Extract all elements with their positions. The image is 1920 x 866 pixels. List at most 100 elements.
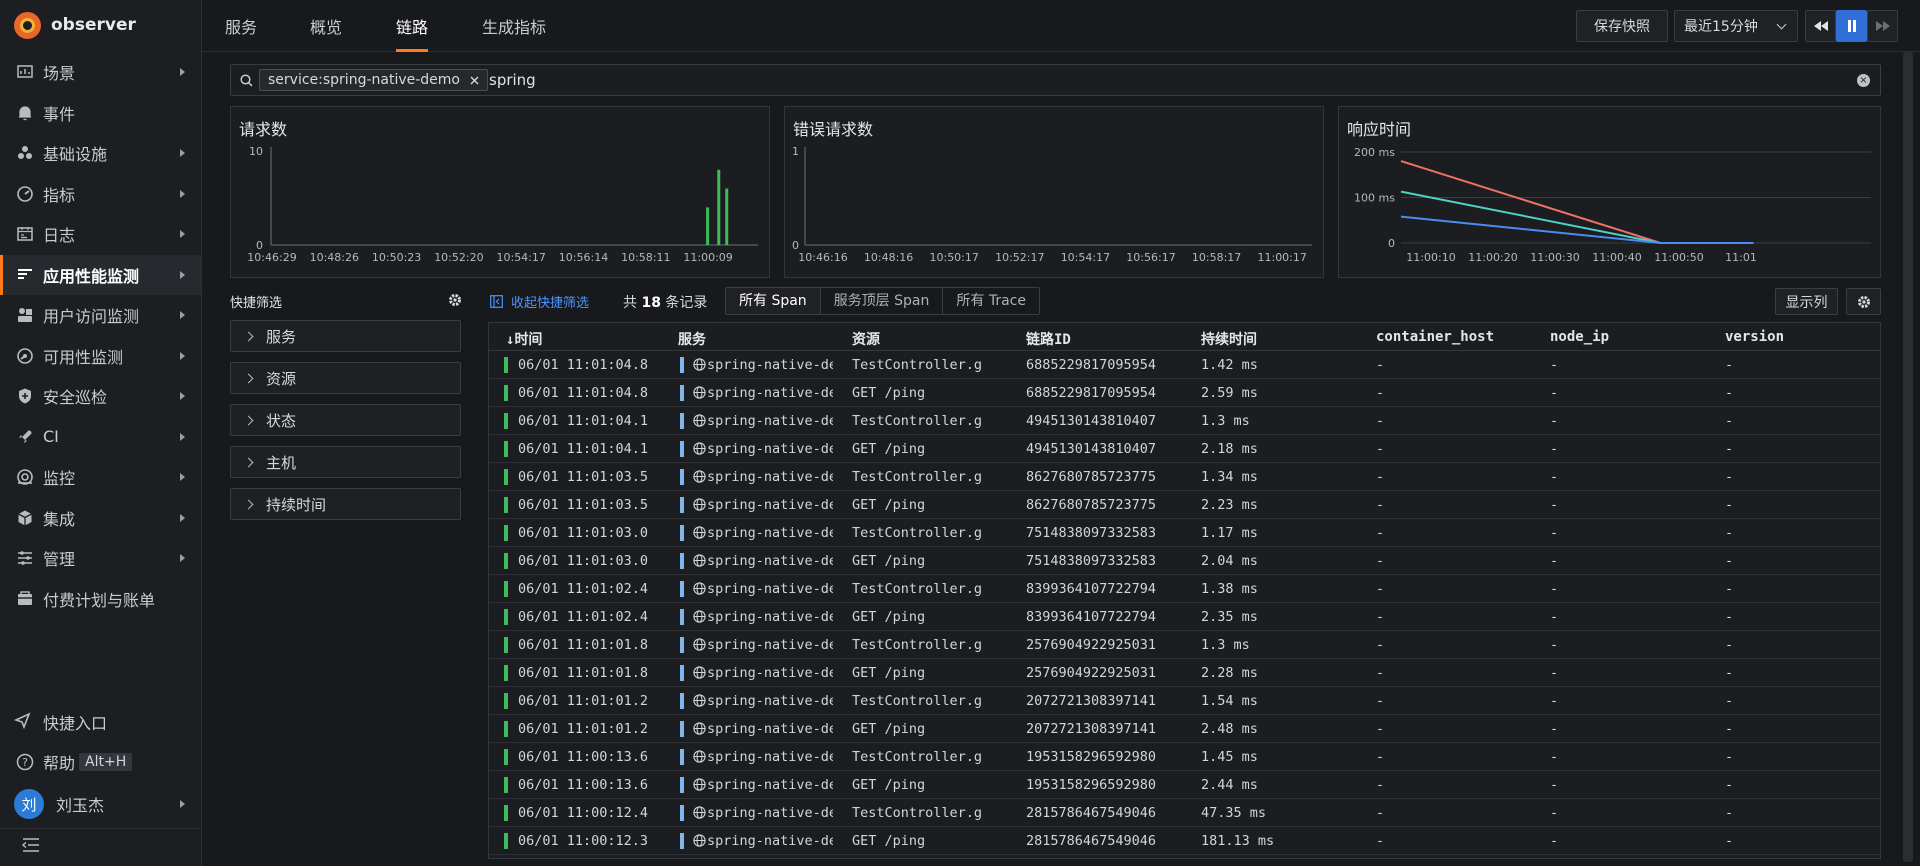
pause-button[interactable] — [1836, 10, 1867, 42]
sidebar-item-3[interactable]: 指标 — [0, 174, 201, 215]
collapse-quick-filter-link[interactable]: 收起快捷筛选 — [490, 292, 589, 311]
table-row[interactable]: 06/01 11:01:03.57 spring-native-de TestCon… — [489, 463, 1880, 491]
column-header-node-ip[interactable]: node_ip — [1550, 329, 1610, 345]
record-count-suffix: 条记录 — [665, 295, 708, 311]
save-snapshot-button[interactable]: 保存快照 — [1576, 10, 1668, 42]
sidebar-item-8[interactable]: 安全巡检 — [0, 376, 201, 417]
y-tick-label: 200 ms — [1354, 146, 1395, 159]
tab-generate-metrics[interactable]: 生成指标 — [482, 18, 547, 37]
quick-filter-item[interactable]: 状态 — [230, 404, 461, 436]
cell-service: spring-native-de — [707, 497, 833, 513]
column-header-time[interactable]: ↓时间 — [506, 329, 542, 349]
gear-icon[interactable] — [448, 293, 462, 307]
cell-container-host: - — [1376, 777, 1385, 793]
y-tick-label: 0 — [256, 239, 263, 252]
table-row[interactable]: 06/01 11:00:12.34 spring-native-de GET /pi… — [489, 827, 1880, 855]
sidebar-item-7[interactable]: 可用性监测 — [0, 336, 201, 377]
filter-chip[interactable]: service:spring-native-demo — [259, 69, 488, 91]
table-row[interactable]: 06/01 11:01:03.01 spring-native-de TestCon… — [489, 519, 1880, 547]
quick-filter-label: 主机 — [266, 453, 297, 472]
table-settings-button[interactable] — [1846, 288, 1881, 315]
cell-time: 06/01 11:00:13.67 — [518, 749, 648, 765]
rewind-button[interactable] — [1805, 10, 1836, 42]
table-row[interactable]: 06/01 11:01:04.87 spring-native-de GET /pi… — [489, 379, 1880, 407]
sidebar-item-9[interactable]: CI — [0, 417, 201, 458]
span-type-all-span[interactable]: 所有 Span — [726, 288, 821, 314]
table-row[interactable]: 06/01 11:00:13.67 spring-native-de TestCon… — [489, 743, 1880, 771]
x-tick-label: 10:56:14 — [559, 251, 608, 264]
sidebar-item-13[interactable]: 付费计划与账单 — [0, 579, 201, 620]
x-tick-label: 11:00:50 — [1654, 251, 1703, 264]
cell-version: - — [1725, 609, 1734, 625]
table-row[interactable]: 06/01 11:01:03.57 spring-native-de GET /pi… — [489, 491, 1880, 519]
forward-button[interactable] — [1867, 10, 1898, 42]
sidebar-item-12[interactable]: 管理 — [0, 538, 201, 579]
table-row[interactable]: 06/01 11:01:02.45 spring-native-de GET /pi… — [489, 603, 1880, 631]
sidebar-item-4[interactable]: 日志 — [0, 214, 201, 255]
quick-filter-item[interactable]: 主机 — [230, 446, 461, 478]
cell-version: - — [1725, 441, 1734, 457]
cell-container-host: - — [1376, 525, 1385, 541]
service-color-marker — [680, 553, 684, 569]
sidebar-item-0[interactable]: 场景 — [0, 52, 201, 93]
latency-series-line — [1400, 215, 1754, 244]
cell-node-ip: - — [1550, 581, 1559, 597]
collapse-sidebar-icon[interactable] — [22, 838, 40, 852]
x-tick-label: 10:54:17 — [1061, 251, 1110, 264]
cell-node-ip: - — [1550, 469, 1559, 485]
column-header-resource[interactable]: 资源 — [852, 332, 880, 348]
clear-search-icon[interactable]: × — [1857, 74, 1870, 87]
column-header-container-host[interactable]: container_host — [1376, 329, 1495, 345]
close-icon[interactable] — [470, 76, 479, 85]
search-bar[interactable]: service:spring-native-demo spring × — [230, 64, 1881, 96]
shield-icon — [14, 385, 36, 407]
span-type-all-trace[interactable]: 所有 Trace — [956, 293, 1026, 309]
x-tick-label: 11:00:40 — [1592, 251, 1641, 264]
column-header-service[interactable]: 服务 — [678, 332, 706, 348]
sidebar-item-2[interactable]: 基础设施 — [0, 133, 201, 174]
tab-traces[interactable]: 链路 — [396, 18, 429, 37]
quick-entry-item[interactable]: 快捷入口 — [0, 702, 201, 742]
column-header-duration[interactable]: 持续时间 — [1201, 332, 1257, 348]
tab-services[interactable]: 服务 — [225, 18, 258, 37]
user-menu[interactable]: 刘 刘玉杰 — [0, 782, 201, 826]
chevron-right-icon — [243, 457, 254, 467]
search-input[interactable]: spring — [489, 71, 536, 89]
table-row[interactable]: 06/01 11:01:01.89 spring-native-de GET /pi… — [489, 659, 1880, 687]
time-range-select[interactable]: 最近15分钟 — [1674, 10, 1798, 42]
quick-filter-item[interactable]: 资源 — [230, 362, 461, 394]
table-row[interactable]: 06/01 11:01:02.45 spring-native-de TestCon… — [489, 575, 1880, 603]
show-columns-button[interactable]: 显示列 — [1775, 288, 1838, 315]
active-tab-indicator — [396, 49, 428, 52]
table-row[interactable]: 06/01 11:01:01.23 spring-native-de GET /pi… — [489, 715, 1880, 743]
sidebar-item-1[interactable]: 事件 — [0, 93, 201, 134]
sidebar-item-11[interactable]: 集成 — [0, 498, 201, 539]
table-row[interactable]: 06/01 11:00:12.47 spring-native-de TestCon… — [489, 799, 1880, 827]
table-row[interactable]: 06/01 11:01:01.89 spring-native-de TestCon… — [489, 631, 1880, 659]
bell-icon — [14, 102, 36, 124]
table-row[interactable]: 06/01 11:01:01.23 spring-native-de TestCon… — [489, 687, 1880, 715]
span-type-top-level[interactable]: 服务顶层 Span — [821, 288, 944, 314]
table-row[interactable]: 06/01 11:00:13.67 spring-native-de GET /pi… — [489, 771, 1880, 799]
sidebar-item-6[interactable]: 用户访问监测 — [0, 295, 201, 336]
cell-version: - — [1725, 833, 1734, 849]
quick-filter-item[interactable]: 持续时间 — [230, 488, 461, 520]
sidebar-item-10[interactable]: 监控 — [0, 457, 201, 498]
table-row[interactable]: 06/01 11:01:04.87 spring-native-de TestCon… — [489, 351, 1880, 379]
status-indicator — [504, 637, 508, 653]
table-row[interactable]: 06/01 11:01:04.14 spring-native-de TestCon… — [489, 407, 1880, 435]
tab-overview[interactable]: 概览 — [310, 18, 343, 37]
cell-duration: 47.35 ms — [1201, 805, 1267, 821]
cell-node-ip: - — [1550, 357, 1559, 373]
cell-service: spring-native-de — [707, 385, 833, 401]
help-item[interactable]: ? 帮助 Alt+H — [0, 742, 201, 782]
column-header-trace-id[interactable]: 链路ID — [1026, 332, 1071, 348]
cell-duration: 1.42 ms — [1201, 357, 1258, 373]
column-header-version[interactable]: version — [1725, 329, 1785, 345]
table-row[interactable]: 06/01 11:01:04.14 spring-native-de GET /pi… — [489, 435, 1880, 463]
quick-filter-item[interactable]: 服务 — [230, 320, 461, 352]
logo[interactable]: observer — [14, 10, 136, 40]
page-scrollbar[interactable] — [1903, 52, 1913, 862]
sidebar-item-5[interactable]: 应用性能监测 — [0, 254, 201, 295]
table-row[interactable]: 06/01 11:01:03.01 spring-native-de GET /pi… — [489, 547, 1880, 575]
